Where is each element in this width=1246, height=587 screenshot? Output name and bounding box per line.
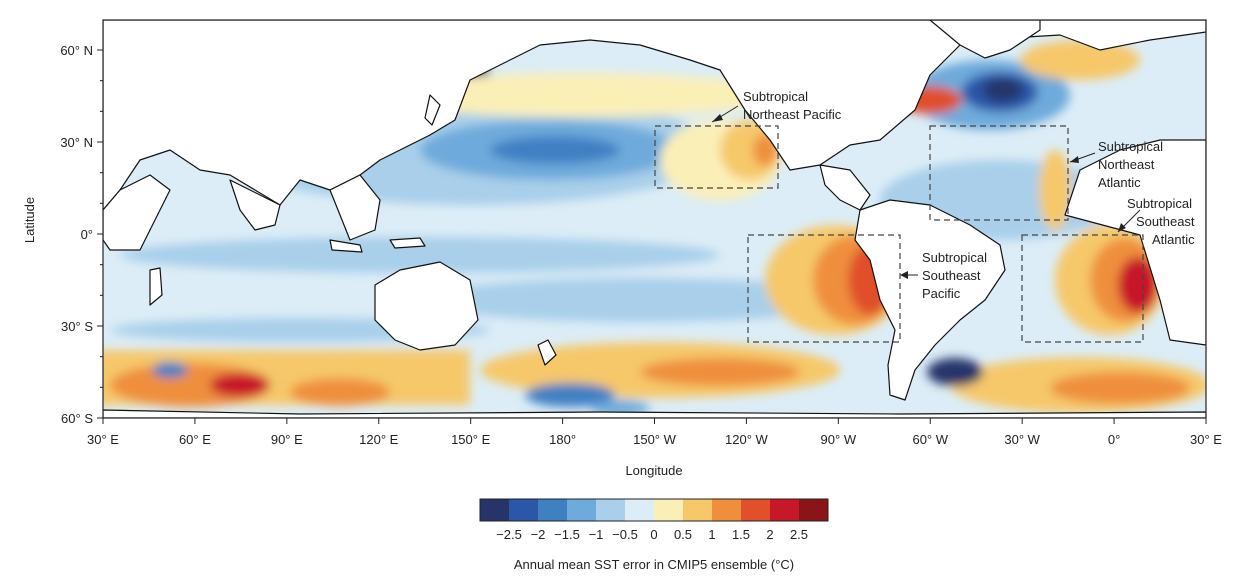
colorbar-tick-label: −0.5 bbox=[612, 527, 638, 542]
lon-tick-label: 90° W bbox=[821, 432, 857, 447]
colorbar-swatch bbox=[596, 499, 625, 521]
colorbar-swatch bbox=[538, 499, 567, 521]
region-boxes bbox=[654, 125, 1144, 343]
colorbar-swatch bbox=[480, 499, 509, 521]
x-axis-label: Longitude bbox=[625, 463, 682, 478]
land-masses bbox=[103, 20, 1206, 418]
box-se-pacific bbox=[747, 234, 901, 343]
colorbar-swatch bbox=[741, 499, 770, 521]
colorbar-tick-label: 1.5 bbox=[732, 527, 750, 542]
arrowhead-se-pacific bbox=[900, 271, 908, 279]
lon-tick-label: 60° W bbox=[912, 432, 948, 447]
arrowhead-ne-atlantic bbox=[1070, 156, 1079, 163]
colorbar-tick-label: 0 bbox=[650, 527, 657, 542]
colorbar-swatch bbox=[799, 499, 828, 521]
latitude-axis: 60° N 30° N 0° 30° S 60° S bbox=[60, 43, 103, 426]
colorbar-swatch bbox=[683, 499, 712, 521]
arrowhead-ne-pacific bbox=[712, 114, 723, 122]
colorbar-tick-labels: −2.5 −2 −1.5 −1 −0.5 0 0.5 1 1.5 2 2.5 bbox=[496, 527, 808, 542]
colorbar-tick-label: 1 bbox=[708, 527, 715, 542]
box-ne-atlantic bbox=[929, 125, 1069, 221]
colorbar-frame bbox=[479, 498, 829, 522]
colorbar-tick-label: −2.5 bbox=[496, 527, 522, 542]
lat-tick-label: 0° bbox=[81, 227, 93, 242]
arrowhead-se-atlantic bbox=[1118, 223, 1126, 232]
colorbar-tick-label: −2 bbox=[531, 527, 546, 542]
lon-tick-label: 30° W bbox=[1004, 432, 1040, 447]
lon-tick-label: 60° E bbox=[179, 432, 211, 447]
longitude-axis: 30° E 60° E 90° E 120° E 150° E 180° 150° W 120… bbox=[87, 418, 1222, 447]
lon-tick-label: 120° W bbox=[725, 432, 769, 447]
colorbar-swatch bbox=[712, 499, 741, 521]
colorbar-tick-label: 2.5 bbox=[790, 527, 808, 542]
lon-tick-label: 90° E bbox=[271, 432, 303, 447]
colorbar-swatch bbox=[654, 499, 683, 521]
colorbar-swatch bbox=[625, 499, 654, 521]
lon-tick-label: 180° bbox=[549, 432, 576, 447]
lon-tick-label: 0° bbox=[1108, 432, 1120, 447]
colorbar-swatch bbox=[567, 499, 596, 521]
lon-tick-label: 150° W bbox=[633, 432, 677, 447]
lon-tick-label: 30° E bbox=[87, 432, 119, 447]
lon-tick-label: 30° E bbox=[1190, 432, 1222, 447]
y-axis-label: Latitude bbox=[22, 197, 37, 243]
colorbar-swatch bbox=[509, 499, 538, 521]
colorbar-tick-label: −1.5 bbox=[554, 527, 580, 542]
region-labels: Subtropical Northeast Pacific Subtropica… bbox=[743, 89, 1198, 301]
lat-tick-label: 60° S bbox=[61, 411, 93, 426]
region-label-se-atlantic: Subtropical Southeast Atlantic bbox=[1127, 196, 1198, 247]
region-label-ne-pacific: Subtropical Northeast Pacific bbox=[743, 89, 842, 122]
colorbar-swatch bbox=[770, 499, 799, 521]
lat-tick-label: 30° S bbox=[61, 319, 93, 334]
colorbar-title: Annual mean SST error in CMIP5 ensemble … bbox=[514, 557, 794, 572]
sst-error-field bbox=[103, 20, 1206, 418]
arrow-heads bbox=[712, 114, 1126, 279]
colorbar-tick-label: 2 bbox=[766, 527, 773, 542]
box-ne-pacific bbox=[654, 125, 779, 189]
colorbar bbox=[479, 498, 829, 522]
lon-tick-label: 120° E bbox=[359, 432, 399, 447]
region-label-se-pacific: Subtropical Southeast Pacific bbox=[922, 250, 991, 301]
region-label-ne-atlantic: Subtropical Northeast Atlantic bbox=[1098, 139, 1167, 190]
lon-tick-label: 150° E bbox=[451, 432, 491, 447]
lat-tick-label: 30° N bbox=[60, 135, 93, 150]
box-se-atlantic bbox=[1021, 234, 1144, 343]
colorbar-tick-label: −1 bbox=[589, 527, 604, 542]
lat-tick-label: 60° N bbox=[60, 43, 93, 58]
colorbar-tick-label: 0.5 bbox=[674, 527, 692, 542]
